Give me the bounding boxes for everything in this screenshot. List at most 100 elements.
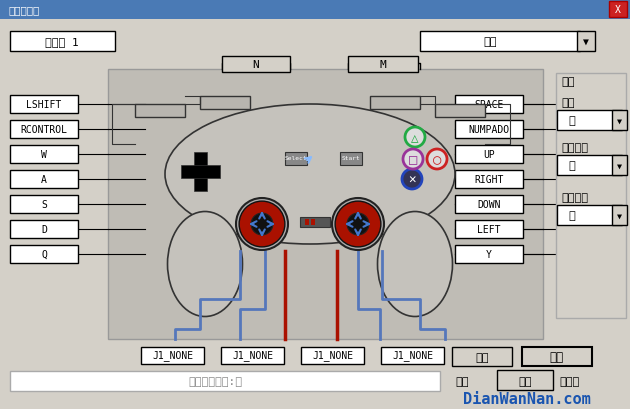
Ellipse shape — [377, 212, 452, 317]
Text: 控制器设置: 控制器设置 — [8, 5, 39, 15]
Bar — [612, 205, 627, 225]
Text: Q: Q — [41, 249, 47, 259]
Bar — [455, 121, 523, 139]
Bar — [577, 32, 595, 52]
Bar — [557, 111, 622, 131]
Text: Start: Start — [341, 156, 360, 161]
Bar — [0, 0, 630, 20]
Text: D: D — [41, 225, 47, 234]
Bar — [455, 220, 523, 238]
Text: 小型电机: 小型电机 — [561, 193, 588, 202]
Text: 关闭: 关闭 — [483, 37, 496, 47]
Bar — [556, 74, 626, 318]
Text: 默认: 默认 — [550, 351, 564, 364]
Bar — [609, 2, 627, 18]
Text: 手柄号 1: 手柄号 1 — [45, 37, 79, 47]
Bar — [612, 155, 627, 175]
Text: 清除: 清除 — [475, 352, 489, 362]
Text: J1_NONE: J1_NONE — [392, 350, 433, 361]
Text: 大型电机: 大型电机 — [561, 143, 588, 153]
Bar — [194, 152, 207, 191]
Text: ▼: ▼ — [617, 211, 622, 220]
Bar — [10, 245, 78, 263]
Text: 无: 无 — [568, 211, 575, 220]
Circle shape — [403, 150, 423, 170]
Circle shape — [236, 198, 288, 250]
Text: M: M — [380, 60, 386, 70]
Bar — [135, 105, 185, 118]
Bar — [455, 196, 523, 213]
Bar — [10, 32, 115, 52]
Text: NUMPADO: NUMPADO — [469, 125, 510, 135]
Text: 无: 无 — [568, 116, 575, 126]
Text: 取消: 取消 — [455, 376, 469, 386]
Circle shape — [332, 198, 384, 250]
Text: DOWN: DOWN — [478, 200, 501, 209]
Text: Select: Select — [285, 156, 307, 161]
Ellipse shape — [168, 212, 243, 317]
Circle shape — [251, 213, 273, 235]
Bar — [300, 218, 330, 227]
Text: 震动: 震动 — [561, 77, 575, 87]
Bar — [10, 196, 78, 213]
Text: 电玩男: 电玩男 — [560, 376, 580, 386]
Text: J1_NONE: J1_NONE — [152, 350, 193, 361]
Circle shape — [347, 213, 369, 235]
Bar — [301, 347, 364, 364]
Text: UP: UP — [483, 150, 495, 160]
Text: 正在编辑按钮:无: 正在编辑按钮:无 — [188, 376, 242, 386]
Text: ✕: ✕ — [408, 173, 416, 186]
Text: LSHIFT: LSHIFT — [26, 100, 62, 110]
Circle shape — [335, 202, 381, 247]
Text: RCONTROL: RCONTROL — [21, 125, 67, 135]
Text: 类型: 类型 — [561, 98, 575, 108]
Text: LEFT: LEFT — [478, 225, 501, 234]
Text: RIGHT: RIGHT — [474, 175, 504, 184]
Bar — [370, 97, 420, 110]
Text: ▼: ▼ — [617, 161, 622, 170]
Bar — [348, 57, 418, 73]
Bar — [10, 121, 78, 139]
Text: ▼: ▼ — [583, 37, 589, 47]
Text: ▼: ▼ — [617, 116, 622, 125]
Bar — [285, 153, 307, 166]
Bar — [557, 205, 622, 225]
Bar — [10, 220, 78, 238]
Circle shape — [427, 150, 447, 170]
Bar — [221, 347, 284, 364]
Text: 无: 无 — [568, 161, 575, 171]
Text: W: W — [41, 150, 47, 160]
Text: ○: ○ — [433, 153, 441, 166]
Text: J1_NONE: J1_NONE — [232, 350, 273, 361]
Ellipse shape — [165, 105, 455, 245]
Text: S: S — [41, 200, 47, 209]
Bar — [222, 57, 290, 73]
Bar — [455, 96, 523, 114]
Bar — [181, 166, 219, 179]
Text: J1_NONE: J1_NONE — [312, 350, 353, 361]
Bar — [311, 220, 315, 225]
Text: 确定: 确定 — [518, 376, 532, 386]
Bar — [612, 111, 627, 131]
Text: Y: Y — [486, 249, 492, 259]
Text: X: X — [615, 5, 621, 15]
Text: △: △ — [411, 131, 419, 144]
Bar — [340, 153, 362, 166]
Bar — [455, 245, 523, 263]
Text: A: A — [41, 175, 47, 184]
Bar — [305, 220, 309, 225]
Bar — [10, 146, 78, 164]
Text: SPACE: SPACE — [474, 100, 504, 110]
Bar — [455, 146, 523, 164]
Bar — [455, 171, 523, 189]
Text: □: □ — [409, 153, 417, 166]
Bar — [200, 97, 250, 110]
Circle shape — [239, 202, 285, 247]
Bar — [497, 370, 553, 390]
Bar — [381, 347, 444, 364]
Bar — [435, 105, 485, 118]
Bar — [10, 171, 78, 189]
Bar — [558, 76, 593, 88]
Text: DianWanNan.com: DianWanNan.com — [463, 391, 591, 407]
Bar — [141, 347, 204, 364]
